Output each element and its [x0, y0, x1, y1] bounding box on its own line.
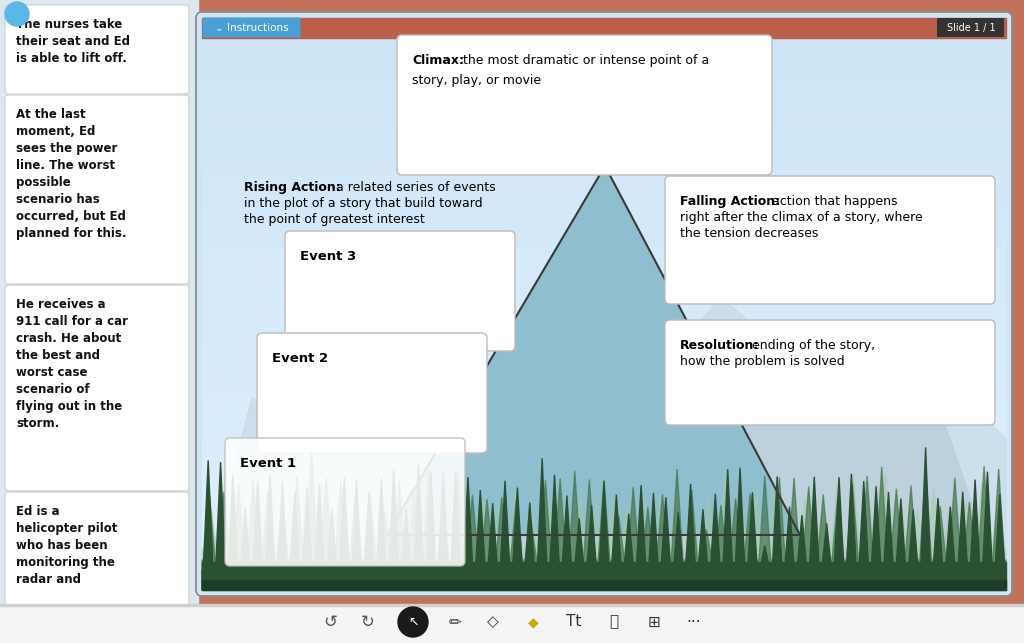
Bar — [0, 605, 1024, 643]
Bar — [202, 571, 1006, 591]
Text: Event 2: Event 2 — [272, 352, 328, 365]
Bar — [202, 399, 1006, 419]
Text: ↖: ↖ — [408, 615, 418, 628]
Text: Ed is a
helicopter pilot
who has been
monitoring the
radar and: Ed is a helicopter pilot who has been mo… — [16, 505, 118, 586]
Polygon shape — [387, 166, 800, 535]
Text: Slide 1 / 1: Slide 1 / 1 — [946, 23, 995, 33]
FancyBboxPatch shape — [257, 333, 487, 453]
Text: ⬜: ⬜ — [609, 615, 618, 629]
Text: action that happens: action that happens — [768, 195, 897, 208]
Text: story, play, or movie: story, play, or movie — [412, 74, 541, 87]
Bar — [202, 476, 1006, 496]
Text: Falling Action:: Falling Action: — [680, 195, 780, 208]
Bar — [202, 228, 1006, 248]
Text: in the plot of a story that build toward: in the plot of a story that build toward — [244, 197, 482, 210]
Bar — [202, 113, 1006, 133]
Bar — [202, 419, 1006, 439]
Bar — [202, 552, 1006, 572]
Bar — [202, 361, 1006, 381]
FancyBboxPatch shape — [5, 285, 189, 491]
Text: Event 3: Event 3 — [300, 250, 356, 263]
FancyBboxPatch shape — [665, 176, 995, 304]
Text: a related series of events: a related series of events — [332, 181, 496, 194]
Text: how the problem is solved: how the problem is solved — [680, 355, 845, 368]
Bar — [202, 247, 1006, 267]
Bar — [202, 323, 1006, 343]
Circle shape — [5, 2, 29, 26]
Text: The nurses take
their seat and Ed
is able to lift off.: The nurses take their seat and Ed is abl… — [16, 18, 130, 65]
Bar — [202, 266, 1006, 286]
Bar — [202, 494, 1006, 515]
Text: Climax:: Climax: — [412, 54, 464, 67]
FancyBboxPatch shape — [397, 35, 772, 175]
Text: Event 1: Event 1 — [240, 457, 296, 470]
Text: ◇: ◇ — [487, 615, 499, 629]
Text: Resolution:: Resolution: — [680, 339, 760, 352]
Polygon shape — [202, 447, 1006, 590]
Polygon shape — [202, 298, 1006, 590]
FancyBboxPatch shape — [196, 12, 1012, 596]
Bar — [202, 285, 1006, 305]
Bar — [202, 380, 1006, 401]
Bar — [202, 457, 1006, 476]
Text: Tt: Tt — [566, 615, 582, 629]
Bar — [202, 132, 1006, 152]
FancyBboxPatch shape — [937, 18, 1004, 37]
Text: ending of the story,: ending of the story, — [748, 339, 876, 352]
Circle shape — [398, 607, 428, 637]
Bar — [202, 75, 1006, 95]
Text: right after the climax of a story, where: right after the climax of a story, where — [680, 211, 923, 224]
Bar — [202, 562, 1006, 590]
Text: the most dramatic or intense point of a: the most dramatic or intense point of a — [459, 54, 710, 67]
FancyBboxPatch shape — [225, 438, 465, 566]
Text: the tension decreases: the tension decreases — [680, 227, 818, 240]
FancyBboxPatch shape — [5, 5, 189, 94]
Text: He receives a
911 call for a car
crash. He about
the best and
worst case
scenari: He receives a 911 call for a car crash. … — [16, 298, 128, 430]
Polygon shape — [202, 448, 1006, 590]
Text: ···: ··· — [687, 615, 701, 629]
Bar — [0, 604, 1024, 606]
Bar — [202, 514, 1006, 534]
Bar — [202, 18, 1006, 38]
Bar — [202, 533, 1006, 553]
Bar — [202, 37, 1006, 57]
Text: the point of greatest interest: the point of greatest interest — [244, 213, 425, 226]
Bar — [202, 580, 1006, 590]
Bar — [202, 18, 1006, 38]
FancyBboxPatch shape — [665, 320, 995, 425]
Bar — [0, 0, 198, 605]
Bar — [202, 190, 1006, 210]
Polygon shape — [502, 328, 1002, 590]
Text: At the last
moment, Ed
sees the power
line. The worst
possible
scenario has
occu: At the last moment, Ed sees the power li… — [16, 108, 127, 240]
FancyBboxPatch shape — [203, 17, 300, 37]
Text: ⊞: ⊞ — [647, 615, 660, 629]
Bar — [202, 95, 1006, 114]
Bar — [202, 209, 1006, 229]
Bar — [202, 152, 1006, 172]
FancyBboxPatch shape — [5, 95, 189, 284]
Text: ⌄ Instructions: ⌄ Instructions — [215, 23, 289, 33]
Bar — [202, 437, 1006, 458]
FancyBboxPatch shape — [285, 231, 515, 351]
Polygon shape — [202, 469, 1006, 590]
Bar — [202, 170, 1006, 190]
Text: Rising Action:: Rising Action: — [244, 181, 341, 194]
FancyBboxPatch shape — [5, 492, 189, 606]
Bar — [202, 342, 1006, 362]
Text: ◆: ◆ — [527, 615, 539, 629]
Text: ↺: ↺ — [323, 613, 337, 631]
Text: ✏: ✏ — [449, 615, 462, 629]
Bar — [202, 56, 1006, 77]
Text: ↻: ↻ — [361, 613, 375, 631]
Bar — [202, 304, 1006, 324]
